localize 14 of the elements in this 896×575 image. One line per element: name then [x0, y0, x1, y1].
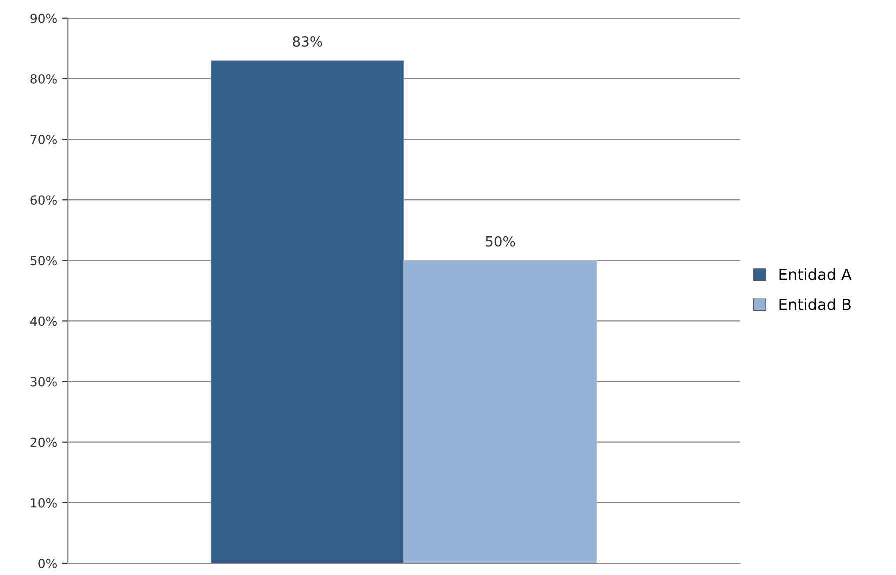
- data-label: 50%: [486, 236, 516, 247]
- y-tick-label: 0%: [38, 558, 57, 568]
- data-label: 83%: [293, 36, 322, 47]
- y-tick-label: 80%: [30, 74, 57, 84]
- y-tick-label: 30%: [30, 377, 57, 387]
- y-tick-label: 50%: [30, 256, 57, 266]
- y-tick-label: 90%: [30, 14, 57, 24]
- y-tick-label: 70%: [30, 135, 57, 144]
- legend-label: Entidad B: [780, 298, 851, 310]
- y-tick-label: 10%: [31, 498, 57, 508]
- legend-label: Entidad A: [780, 268, 852, 280]
- y-tick-label: 40%: [30, 316, 57, 326]
- y-tick-label: 20%: [30, 438, 57, 448]
- y-tick-label: 60%: [30, 196, 57, 206]
